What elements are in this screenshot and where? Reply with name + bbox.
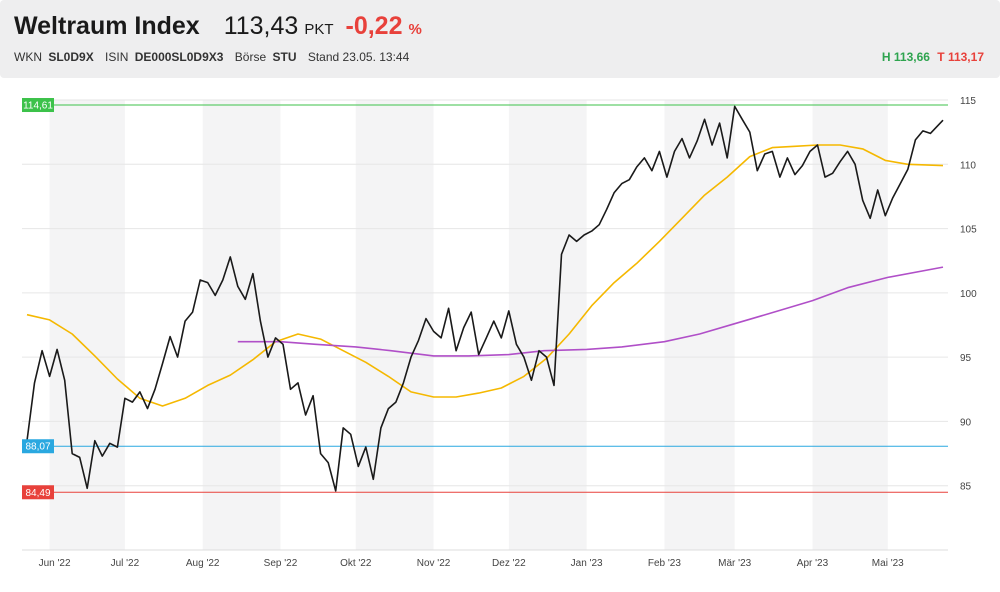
x-tick-label: Sep '22 bbox=[264, 558, 298, 569]
price-line bbox=[26, 105, 944, 492]
reference-label: 88,07 bbox=[25, 442, 50, 453]
x-tick-label: Okt '22 bbox=[340, 558, 372, 569]
y-tick-label: 90 bbox=[960, 417, 972, 428]
reference-label: 114,61 bbox=[23, 101, 53, 112]
day-range: H 113,66 T 113,17 bbox=[882, 50, 984, 64]
reference-label-bg bbox=[22, 485, 54, 500]
day-high: H 113,66 bbox=[881, 50, 930, 64]
last-price: 113,43 bbox=[223, 12, 299, 40]
reference-label-bg bbox=[22, 439, 54, 454]
reference-label: 84,49 bbox=[25, 488, 50, 499]
exchange-label: Börse bbox=[234, 50, 267, 64]
quote-title-row: Weltraum Index 113,43 PKT -0,22 % bbox=[14, 12, 422, 41]
x-tick-label: Jul '22 bbox=[111, 558, 140, 569]
reference-label-bg bbox=[22, 98, 54, 113]
y-tick-label: 100 bbox=[960, 289, 977, 300]
month-band bbox=[202, 100, 281, 550]
day-low: T 113,17 bbox=[937, 50, 984, 64]
month-band bbox=[355, 100, 434, 550]
x-tick-label: Feb '23 bbox=[648, 558, 681, 569]
isin-label: ISIN bbox=[105, 50, 129, 64]
y-tick-label: 95 bbox=[960, 353, 972, 364]
price-change: -0,22 bbox=[345, 12, 403, 40]
month-band bbox=[508, 100, 587, 550]
month-band bbox=[812, 100, 888, 550]
index-title: Weltraum Index bbox=[14, 12, 200, 40]
wkn-label: WKN bbox=[14, 50, 42, 64]
y-tick-label: 115 bbox=[960, 96, 976, 107]
security-meta: WKN SL0D9X ISIN DE000SL0D9X3 Börse STU S… bbox=[14, 50, 412, 64]
x-tick-label: Dez '22 bbox=[492, 558, 526, 569]
y-tick-label: 85 bbox=[960, 482, 972, 493]
y-tick-label: 105 bbox=[960, 225, 977, 236]
quote-header: Weltraum Index 113,43 PKT -0,22 % WKN SL… bbox=[0, 0, 1000, 78]
wkn-value: SL0D9X bbox=[48, 50, 94, 64]
x-tick-label: Jun '22 bbox=[39, 558, 71, 569]
x-tick-label: Mai '23 bbox=[872, 558, 904, 569]
moving-average-short-line bbox=[26, 144, 944, 407]
x-tick-label: Jan '23 bbox=[571, 558, 603, 569]
quote-timestamp: Stand 23.05. 13:44 bbox=[307, 50, 410, 64]
price-change-unit: % bbox=[408, 21, 422, 38]
isin-value: DE000SL0D9X3 bbox=[134, 50, 224, 64]
moving-average-long-line bbox=[237, 266, 944, 357]
price-chart[interactable]: 114,61 88,07 84,49 85 90 95 100 105 110 115 Jun … bbox=[0, 80, 1000, 592]
exchange-value: STU bbox=[272, 50, 297, 64]
x-tick-label: Apr '23 bbox=[797, 558, 829, 569]
x-tick-label: Aug '22 bbox=[186, 558, 220, 569]
y-tick-label: 110 bbox=[960, 160, 976, 171]
x-tick-label: Nov '22 bbox=[417, 558, 451, 569]
x-tick-label: Mär '23 bbox=[718, 558, 751, 569]
month-band bbox=[49, 100, 125, 550]
price-unit: PKT bbox=[304, 21, 334, 38]
month-band bbox=[664, 100, 735, 550]
